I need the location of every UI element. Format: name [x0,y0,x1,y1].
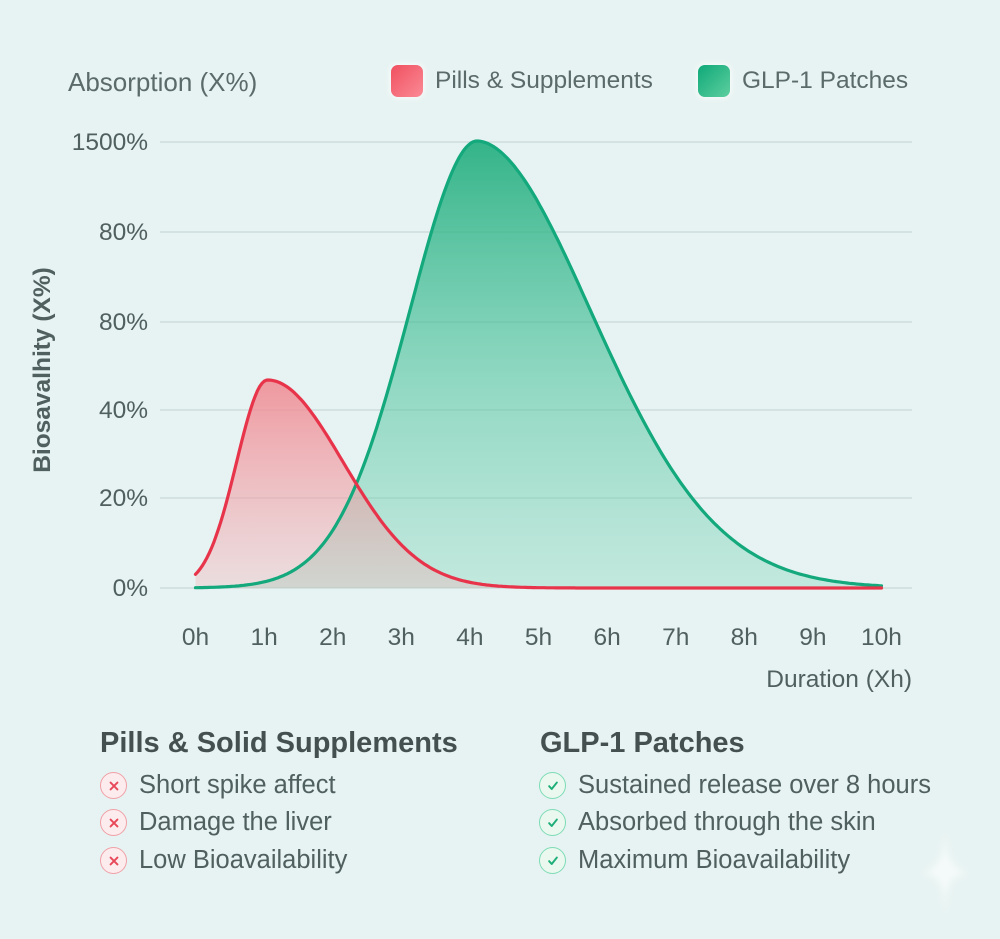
svg-text:8h: 8h [731,624,758,651]
svg-text:Duration (Xh): Duration (Xh) [766,666,912,693]
svg-text:3h: 3h [388,624,415,651]
svg-text:7h: 7h [662,624,689,651]
svg-text:40%: 40% [99,397,148,424]
svg-text:20%: 20% [99,485,148,512]
svg-text:6h: 6h [593,624,620,651]
svg-text:Biosavalhity (X%): Biosavalhity (X%) [29,267,56,473]
svg-text:1h: 1h [250,624,277,651]
svg-text:10h: 10h [861,624,902,651]
svg-text:80%: 80% [99,219,148,246]
svg-text:80%: 80% [99,309,148,336]
svg-text:1500%: 1500% [72,129,148,156]
svg-text:4h: 4h [456,624,483,651]
svg-text:0%: 0% [113,575,148,602]
svg-text:0h: 0h [182,624,209,651]
svg-text:2h: 2h [319,624,346,651]
svg-text:9h: 9h [799,624,826,651]
svg-text:5h: 5h [525,624,552,651]
